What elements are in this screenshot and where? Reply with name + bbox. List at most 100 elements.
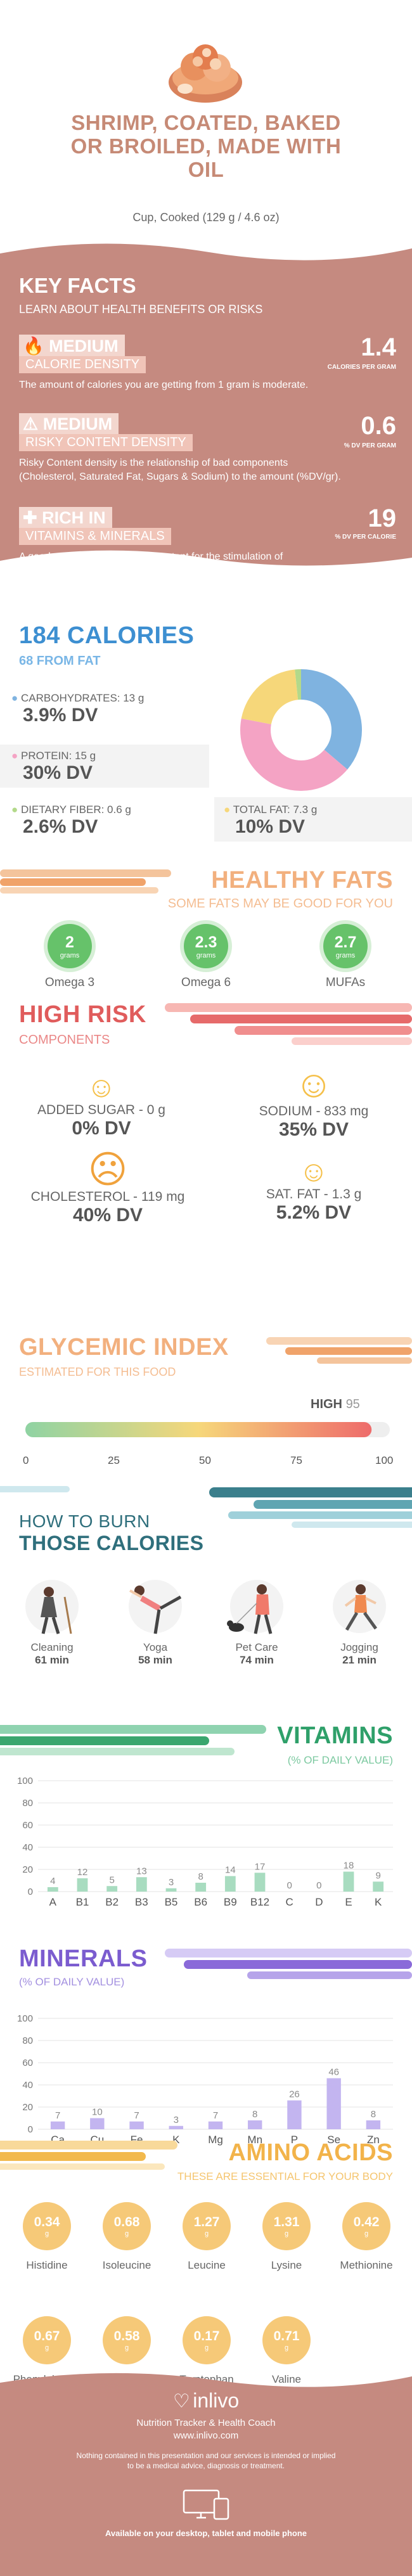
mufas-value: 2.7 (334, 933, 357, 951)
fact-risky-density: ⚠ MEDIUM RISKY CONTENT DENSITY Risky Con… (19, 412, 396, 484)
footer-url: www.inlivo.com (173, 2430, 239, 2441)
carbs-block: ● CARBOHYDRATES: 13 g 3.9% DV (11, 692, 214, 726)
title-line-2: OR BROILED, MADE WITH (70, 134, 342, 158)
amino-name: Methionine (340, 2259, 393, 2271)
burn-activity-name: Yoga (143, 1641, 168, 1653)
amino-value: 0.42 (353, 2215, 380, 2229)
glycemic-tick: 75 (290, 1454, 302, 1466)
page-title: SHRIMP, COATED, BAKED OR BROILED, MADE W… (0, 111, 412, 181)
glycemic-tick: 50 (199, 1454, 211, 1466)
fiber-label: DIETARY FIBER: 0.6 g (21, 804, 131, 816)
y-tick-label: 20 (22, 1864, 33, 1875)
glycemic-fill (25, 1422, 372, 1437)
y-tick-label: 100 (17, 1776, 33, 1786)
bar-value-label: 8 (198, 1871, 203, 1882)
glycemic-value: 95 (345, 1397, 360, 1411)
bar (77, 1878, 88, 1892)
x-tick-label: A (49, 1896, 57, 1908)
amino-unit: g (204, 2230, 209, 2238)
fact-calorie-density: 🔥 MEDIUM CALORIE DENSITY The amount of c… (19, 333, 396, 392)
vitamins-chart: 0 20 40 60 80 100 4 A 12 B1 5 B2 13 B3 3 B5 8 B6 14 B9 17 B12… (17, 1776, 393, 1908)
bar-value-label: 26 (289, 2089, 300, 2100)
fact-level: MEDIUM (42, 414, 113, 433)
bar-value-label: 8 (252, 2109, 257, 2120)
bar-value-label: 17 (255, 1861, 266, 1872)
bar-value-label: 10 (92, 2107, 103, 2118)
happy-face-icon: ☺ (299, 1155, 329, 1188)
bar-value-label: 18 (344, 1861, 354, 1871)
bar-value-label: 14 (225, 1865, 236, 1876)
fact-value: 1.4 (361, 333, 396, 361)
bar (47, 1887, 58, 1892)
burn-activity-min: 58 min (138, 1654, 172, 1666)
omega3-unit: grams (60, 951, 80, 959)
protein-block: ● PROTEIN: 15 g 30% DV (0, 745, 209, 788)
carbs-dot-icon: ● (11, 692, 18, 704)
bar (136, 1877, 147, 1892)
fact-unit: CALORIES PER GRAM (327, 364, 396, 371)
vitamins-title: VITAMINS (277, 1722, 393, 1749)
y-tick-label: 20 (22, 2102, 33, 2113)
bar (169, 2125, 183, 2129)
fact-vitamins-minerals: ✚ RICH IN VITAMINS & MINERALS A good sou… (19, 504, 397, 578)
risk-dv: 40% DV (72, 1205, 143, 1226)
devices-icon (0, 2487, 412, 2525)
amino-item: 1.27 g Leucine (162, 2202, 251, 2272)
burn-cleaning: Cleaning 61 min (8, 1578, 96, 1667)
fact-name: VITAMINS & MINERALS (19, 528, 171, 545)
omega6-value: 2.3 (195, 933, 217, 951)
footer-tagline: Nutrition Tracker & Health Coach (136, 2418, 276, 2428)
footer-disclaimer-2: to be a medical advice, diagnosis or tre… (127, 2461, 285, 2470)
bar (208, 2121, 223, 2129)
omega3-name: Omega 3 (44, 976, 95, 989)
bar-value-label: 8 (371, 2109, 376, 2120)
bar (287, 2100, 302, 2129)
burn-title: HOW TO BURN THOSE CALORIES (19, 1511, 203, 1555)
risk-dv: 35% DV (278, 1119, 349, 1140)
fact-unit: % DV PER GRAM (344, 442, 396, 449)
fiber-dv: 2.6% DV (23, 816, 98, 837)
burn-activity-min: 21 min (342, 1654, 377, 1666)
title-line-3: OIL (188, 158, 224, 181)
bar (248, 2120, 262, 2129)
fact-value: 19 (368, 504, 397, 532)
bar (254, 1873, 266, 1892)
flame-icon: 🔥 (23, 336, 44, 356)
high-risk-subtitle: COMPONENTS (19, 1033, 110, 1047)
amino-name: Valine (272, 2373, 301, 2385)
carbs-dv: 3.9% DV (23, 705, 98, 726)
risk-dv: 5.2% DV (276, 1202, 352, 1223)
calories-from-fat: 68 FROM FAT (19, 654, 101, 668)
brand-name: inlivo (193, 2389, 240, 2412)
serving-size: Cup, Cooked (129 g / 4.6 oz) (132, 211, 280, 224)
amino-subtitle: THESE ARE ESSENTIAL FOR YOUR BODY (177, 2170, 393, 2182)
healthy-fats-subtitle: SOME FATS MAY BE GOOD FOR YOU (167, 897, 393, 911)
burn-activity-min: 74 min (240, 1654, 274, 1666)
x-tick-label: P (291, 2134, 298, 2146)
key-facts-subtitle: LEARN ABOUT HEALTH BENEFITS OR RISKS (19, 303, 263, 316)
omega6-unit: grams (196, 951, 216, 959)
amino-circle: 0.17 g (183, 2316, 231, 2364)
high-risk-stripes (165, 1003, 412, 1045)
amino-unit: g (284, 2230, 289, 2238)
amino-unit: g (44, 2230, 49, 2238)
x-tick-label: B1 (76, 1896, 89, 1908)
risk-sat-fat: ☺ SAT. FAT - 1.3 g 5.2% DV (238, 1155, 390, 1224)
bar-value-label: 0 (286, 1880, 292, 1891)
amino-unit: g (124, 2230, 129, 2238)
bar-value-label: 5 (109, 1874, 114, 1885)
x-tick-label: Zn (367, 2134, 380, 2146)
burn-activity-min: 61 min (35, 1654, 69, 1666)
bar (326, 2078, 341, 2129)
burn-yoga: Yoga 58 min (111, 1578, 200, 1667)
sad-face-icon: ☹ (87, 1148, 128, 1191)
burn-activity-name: Pet Care (235, 1641, 278, 1653)
risk-label: SAT. FAT - 1.3 g (266, 1187, 362, 1201)
fat-mufas: 2.7 grams MUFAs (301, 924, 390, 990)
bar-value-label: 4 (50, 1876, 55, 1887)
bar-value-label: 7 (55, 2110, 60, 2121)
bar-value-label: 13 (136, 1866, 147, 1876)
footer-available: Available on your desktop, tablet and mo… (105, 2528, 307, 2538)
burn-title-line-2: THOSE CALORIES (19, 1532, 204, 1554)
bar (106, 1886, 118, 1892)
